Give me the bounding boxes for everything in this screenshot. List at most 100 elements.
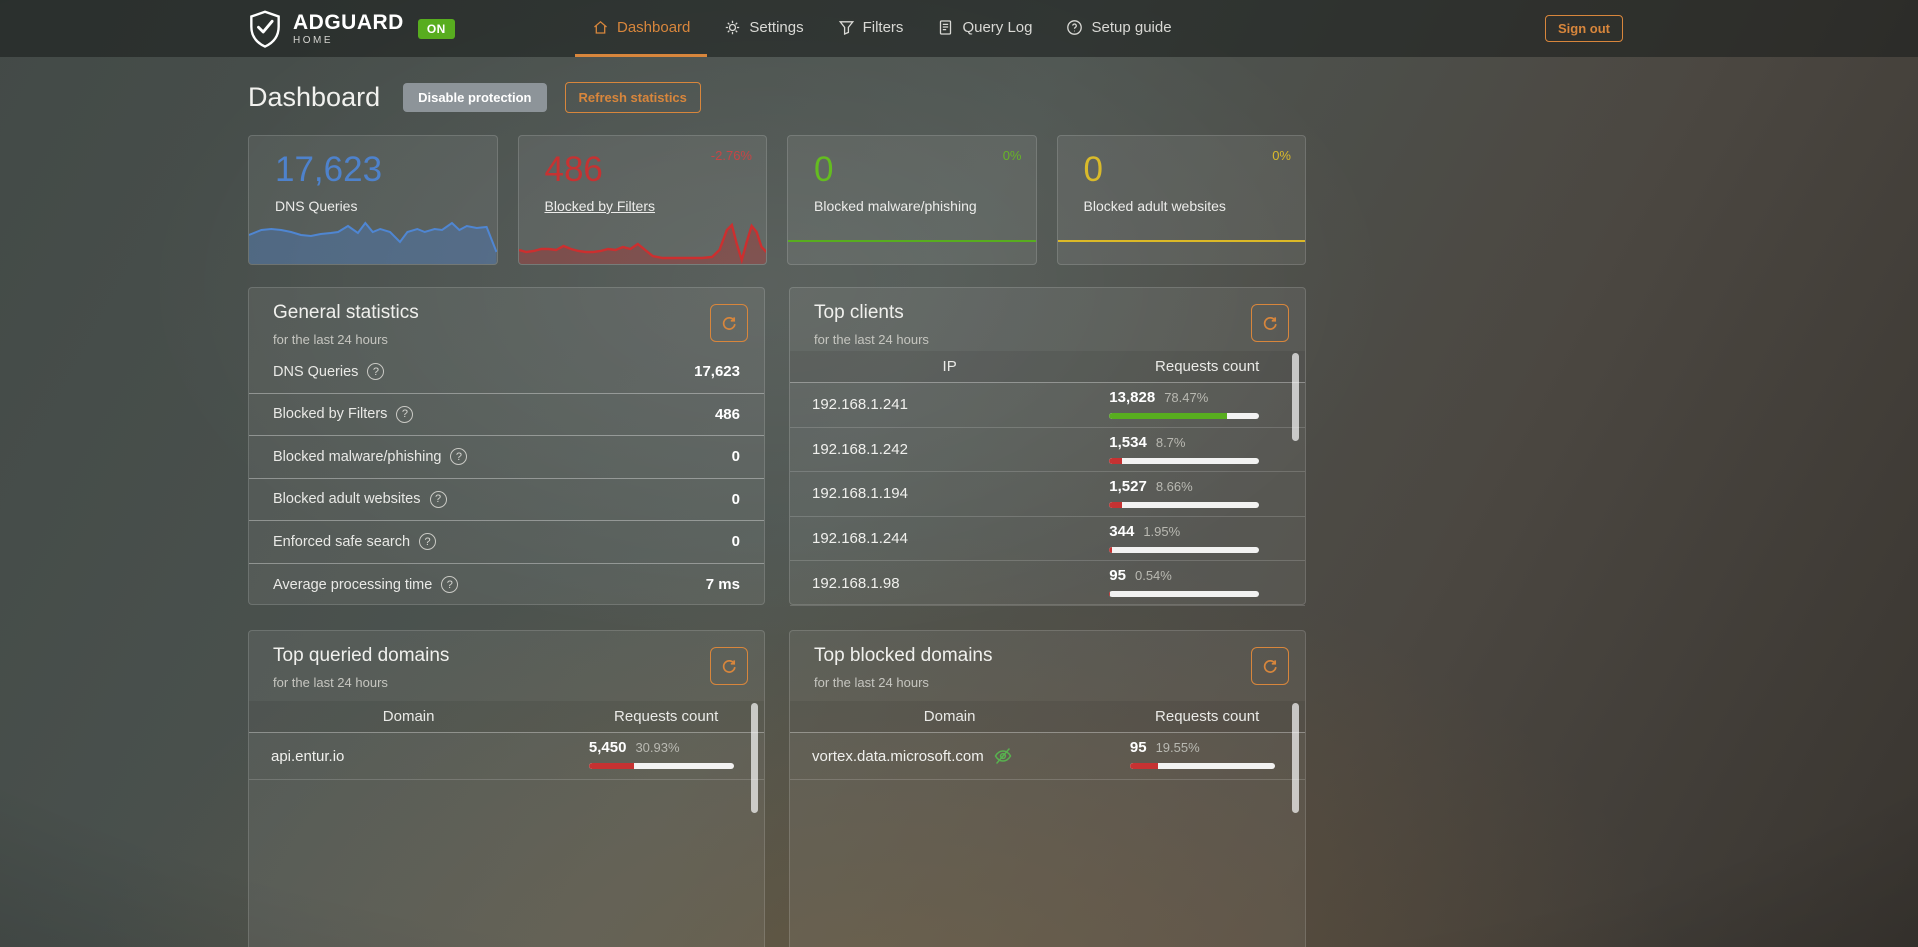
refresh-icon xyxy=(1263,317,1277,330)
request-percent: 19.55% xyxy=(1155,740,1200,755)
refresh-button[interactable] xyxy=(1251,647,1289,685)
stat-card-blocked-malware: 0 Blocked malware/phishing 0% xyxy=(787,135,1037,265)
stat-row-label: Blocked by Filters xyxy=(273,406,388,423)
stat-trend: 0% xyxy=(1272,148,1291,163)
dns-queries-sparkline xyxy=(249,216,497,264)
progress-bar xyxy=(1109,546,1260,553)
stat-row-label: DNS Queries xyxy=(273,363,359,380)
nav-item-label: Settings xyxy=(749,18,804,36)
progress-bar xyxy=(1109,413,1260,419)
stat-row-value: 486 xyxy=(714,405,740,423)
request-count: 95 xyxy=(1129,739,1147,756)
stat-value: 17,623 xyxy=(275,150,383,189)
panel-subtitle: for the last 24 hours xyxy=(273,675,388,690)
help-icon[interactable]: ? xyxy=(441,576,459,594)
stat-value: 0 xyxy=(1083,150,1103,189)
help-icon[interactable]: ? xyxy=(429,490,447,508)
table-row: vortex.data.microsoft.com 95 19.55% xyxy=(790,733,1305,780)
help-icon[interactable]: ? xyxy=(419,533,437,551)
client-ip[interactable]: 192.168.1.241 xyxy=(812,396,908,414)
help-icon[interactable]: ? xyxy=(450,448,468,466)
top-blocked-domains-panel: Top blocked domains for the last 24 hour… xyxy=(789,630,1306,947)
stat-trend: 0% xyxy=(1002,148,1022,163)
top-blocked-rows: vortex.data.microsoft.com 95 19.55% xyxy=(790,733,1305,780)
top-navigation-bar: ADGUARD HOME ON Dashboard Settings Filters… xyxy=(0,0,1918,57)
refresh-button[interactable] xyxy=(710,647,748,685)
stat-value: 0 xyxy=(814,150,834,189)
request-count: 95 xyxy=(1109,567,1126,585)
page-title: Dashboard xyxy=(248,82,381,112)
nav-item-query-log[interactable]: Query Log xyxy=(920,0,1049,57)
client-ip[interactable]: 192.168.1.194 xyxy=(812,485,908,503)
stat-row-label: Blocked adult websites xyxy=(273,491,421,508)
stat-row-value: 0 xyxy=(731,448,740,466)
refresh-icon xyxy=(1263,660,1277,673)
nav-item-filters[interactable]: Filters xyxy=(821,0,921,57)
refresh-button[interactable] xyxy=(1251,304,1289,342)
request-percent: 8.7% xyxy=(1155,434,1186,450)
progress-bar xyxy=(1109,502,1260,509)
stat-row-value: 0 xyxy=(731,490,740,508)
general-statistics-row: Blocked malware/phishing? 0 xyxy=(249,436,764,479)
progress-fill xyxy=(1109,502,1123,509)
refresh-button[interactable] xyxy=(710,304,748,342)
top-clients-rows: 192.168.1.241 13,828 78.47% 192.168.1.242 1,… xyxy=(790,383,1305,606)
table-row: 192.168.1.242 1,534 8.7% xyxy=(790,428,1305,473)
document-icon xyxy=(940,19,952,35)
nav-item-label: Dashboard xyxy=(617,18,691,36)
top-queried-domains-panel: Top queried domains for the last 24 hour… xyxy=(248,630,765,947)
request-count: 344 xyxy=(1109,522,1135,540)
nav-item-label: Setup guide xyxy=(1091,18,1172,36)
nav-item-dashboard[interactable]: Dashboard xyxy=(575,0,708,57)
request-percent: 8.66% xyxy=(1155,479,1193,495)
home-icon xyxy=(594,20,607,34)
table-row: 192.168.1.244 344 1.95% xyxy=(790,517,1305,562)
requests-count-cell: 13,828 78.47% xyxy=(1109,389,1260,419)
requests-count-cell: 95 19.55% xyxy=(1129,739,1275,769)
stat-row-value: 0 xyxy=(731,533,740,551)
nav-item-setup-guide[interactable]: Setup guide xyxy=(1049,0,1188,57)
domain-name[interactable]: api.entur.io xyxy=(271,747,345,765)
stat-card-blocked-adult: 0 Blocked adult websites 0% xyxy=(1056,135,1306,265)
funnel-icon xyxy=(838,20,854,35)
column-header-requests: Requests count xyxy=(614,708,719,725)
general-statistics-row: Enforced safe search? 0 xyxy=(249,521,764,564)
column-header-domain: Domain xyxy=(923,708,976,725)
table-row: 192.168.1.241 13,828 78.47% xyxy=(790,383,1305,428)
scrollbar-thumb[interactable] xyxy=(1292,703,1299,813)
shield-check-icon xyxy=(250,10,280,48)
page-header: Dashboard Disable protection Refresh sta… xyxy=(248,82,701,113)
disable-protection-button[interactable]: Disable protection xyxy=(403,83,547,112)
blocked-by-filters-link[interactable]: Blocked by Filters xyxy=(544,198,655,214)
top-clients-panel: Top clients for the last 24 hours IP Req… xyxy=(789,287,1306,606)
progress-fill xyxy=(1109,591,1111,598)
blocked-filters-sparkline xyxy=(518,222,766,264)
stat-card-blocked-by-filters: 486 Blocked by Filters -2.76% xyxy=(517,135,767,265)
progress-fill xyxy=(1109,413,1227,419)
request-count: 13,828 xyxy=(1109,389,1156,406)
client-ip[interactable]: 192.168.1.244 xyxy=(812,530,908,548)
help-icon[interactable]: ? xyxy=(367,363,385,381)
help-icon[interactable]: ? xyxy=(396,405,414,423)
general-statistics-row: Blocked adult websites? 0 xyxy=(249,479,764,521)
stat-label: Blocked adult websites xyxy=(1083,198,1226,214)
nav-item-settings[interactable]: Settings xyxy=(707,0,820,57)
scrollbar-thumb[interactable] xyxy=(1292,353,1299,441)
refresh-icon xyxy=(722,660,736,673)
client-ip[interactable]: 192.168.1.242 xyxy=(812,440,908,458)
scrollbar-thumb[interactable] xyxy=(751,703,758,813)
request-count: 5,450 xyxy=(588,739,627,756)
stat-row-value: 17,623 xyxy=(694,363,740,381)
general-statistics-row: Blocked by Filters? 486 xyxy=(249,394,764,436)
refresh-icon xyxy=(722,317,736,330)
requests-count-cell: 5,450 30.93% xyxy=(588,739,734,769)
sign-out-button[interactable]: Sign out xyxy=(1545,15,1623,42)
panel-title: Top queried domains xyxy=(273,645,450,666)
table-row: api.entur.io 5,450 30.93% xyxy=(249,733,764,780)
table-header: Domain Requests count xyxy=(790,701,1305,733)
domain-name[interactable]: vortex.data.microsoft.com xyxy=(812,747,1013,765)
general-statistics-row: Average processing time? 7 ms xyxy=(249,564,764,607)
refresh-statistics-button[interactable]: Refresh statistics xyxy=(564,82,701,113)
client-ip[interactable]: 192.168.1.98 xyxy=(812,574,900,592)
general-statistics-row: DNS Queries? 17,623 xyxy=(249,351,764,394)
